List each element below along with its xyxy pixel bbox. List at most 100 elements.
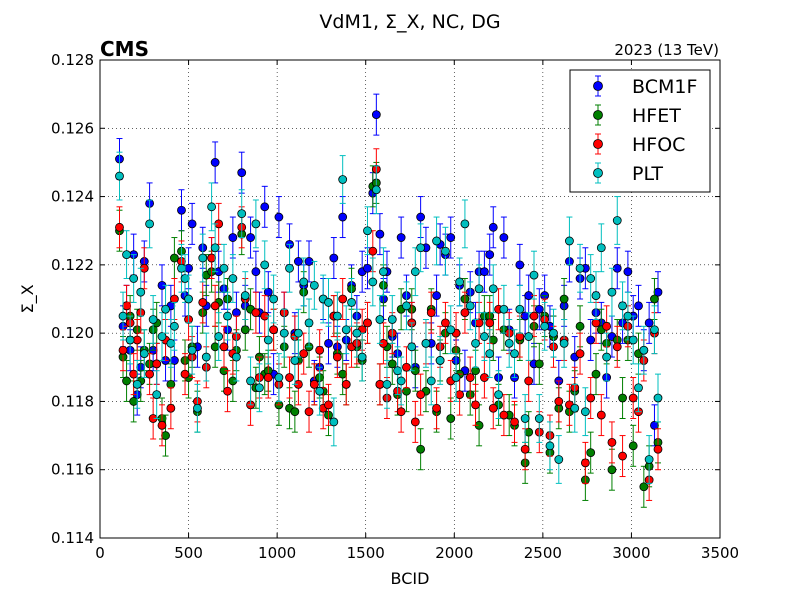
data-point xyxy=(357,352,367,362)
data-point xyxy=(169,356,179,365)
data-point xyxy=(575,349,585,359)
data-point xyxy=(586,448,596,458)
x-tick-label: 3000 xyxy=(612,544,650,562)
data-point xyxy=(416,390,426,400)
data-point xyxy=(446,325,456,335)
data-point xyxy=(210,301,220,311)
data-point xyxy=(515,304,525,314)
data-point xyxy=(338,369,348,379)
legend-marker xyxy=(593,139,603,149)
data-point xyxy=(485,318,495,328)
data-point xyxy=(416,444,426,454)
y-tick-label: 0.116 xyxy=(51,461,94,479)
data-point xyxy=(607,287,617,297)
y-tick-label: 0.128 xyxy=(51,51,94,69)
data-point xyxy=(628,441,638,451)
data-point xyxy=(591,291,601,300)
data-point xyxy=(494,390,503,400)
data-point xyxy=(198,253,208,263)
data-point xyxy=(228,274,238,283)
data-point xyxy=(460,308,470,318)
data-point xyxy=(549,328,558,338)
data-point xyxy=(534,414,544,423)
data-point xyxy=(324,400,333,410)
data-point xyxy=(410,417,420,427)
data-point xyxy=(368,277,378,287)
data-point xyxy=(299,277,309,287)
data-point xyxy=(332,311,342,321)
data-point xyxy=(304,318,314,328)
data-point xyxy=(596,243,606,253)
data-point xyxy=(157,420,167,430)
data-point xyxy=(161,304,170,314)
data-point xyxy=(586,393,596,403)
data-point xyxy=(338,212,348,222)
data-point xyxy=(591,369,601,379)
data-point xyxy=(639,345,649,355)
y-tick-label: 0.124 xyxy=(51,188,94,206)
data-point xyxy=(210,243,220,253)
data-point xyxy=(274,212,284,222)
data-point xyxy=(524,376,534,386)
data-point xyxy=(260,260,270,270)
data-point xyxy=(650,420,659,430)
data-point xyxy=(115,171,124,181)
legend-label: HFOC xyxy=(632,134,685,156)
data-point xyxy=(618,451,627,461)
data-point xyxy=(279,328,289,338)
x-tick-label: 500 xyxy=(174,544,203,562)
data-point xyxy=(341,379,351,389)
data-point xyxy=(455,390,465,400)
data-point xyxy=(634,301,643,311)
data-point xyxy=(219,263,229,273)
data-point xyxy=(396,233,406,242)
data-point xyxy=(263,373,273,382)
data-point xyxy=(499,233,509,242)
data-point xyxy=(534,304,544,314)
data-point xyxy=(402,301,411,311)
data-point xyxy=(166,403,176,413)
data-point xyxy=(157,332,167,341)
data-point xyxy=(393,366,403,376)
legend-entry-hfet: HFET xyxy=(593,104,681,127)
data-point xyxy=(332,352,342,362)
data-point xyxy=(115,222,124,232)
data-point xyxy=(368,246,378,256)
legend-entry-plt: PLT xyxy=(593,162,663,185)
data-point xyxy=(644,455,654,464)
data-point xyxy=(207,253,217,263)
data-point xyxy=(324,298,333,307)
data-point xyxy=(166,338,176,348)
data-point xyxy=(612,342,622,352)
data-point xyxy=(524,332,534,341)
data-point xyxy=(329,253,339,263)
data-point xyxy=(309,280,319,290)
data-point xyxy=(559,294,569,304)
data-point xyxy=(129,274,139,283)
data-point xyxy=(504,338,514,348)
data-point xyxy=(416,243,426,253)
data-point xyxy=(416,212,426,222)
data-point xyxy=(375,315,385,324)
data-point xyxy=(441,246,450,256)
data-point xyxy=(479,267,489,277)
y-axis-label: Σ_X xyxy=(18,284,38,313)
data-point xyxy=(363,263,372,273)
data-point xyxy=(465,301,475,311)
data-point xyxy=(580,458,590,468)
data-point xyxy=(474,284,484,294)
data-points xyxy=(115,93,663,508)
data-point xyxy=(402,362,411,372)
data-point xyxy=(201,352,211,362)
data-point xyxy=(118,345,128,355)
data-point xyxy=(177,205,186,215)
data-point xyxy=(618,393,627,403)
data-point xyxy=(145,219,155,229)
data-point xyxy=(136,287,146,297)
legend-label: HFET xyxy=(632,105,681,127)
data-point xyxy=(132,379,142,389)
data-point xyxy=(251,308,261,318)
data-point xyxy=(432,236,441,246)
data-point xyxy=(653,444,663,454)
data-point xyxy=(471,400,480,410)
